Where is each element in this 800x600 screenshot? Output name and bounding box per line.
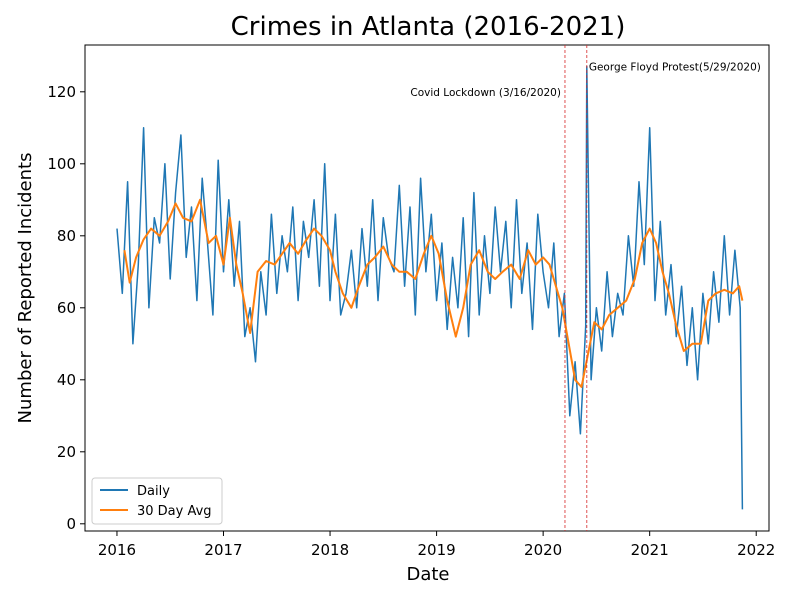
x-tick-label: 2020 xyxy=(524,541,562,559)
y-tick-label: 60 xyxy=(57,299,76,317)
annotations: Covid Lockdown (3/16/2020) George Floyd P… xyxy=(410,45,761,531)
legend-label-daily: Daily xyxy=(137,484,170,499)
y-tick-label: 40 xyxy=(57,371,76,389)
chart-title: Crimes in Atlanta (2016-2021) xyxy=(231,12,626,42)
legend-label-avg: 30 Day Avg xyxy=(137,504,212,519)
plot-frame xyxy=(84,44,770,532)
x-tick-label: 2021 xyxy=(631,541,669,559)
plot-area xyxy=(116,65,744,510)
y-tick-label: 100 xyxy=(47,155,76,173)
y-tick-label: 120 xyxy=(47,83,76,101)
x-tick-label: 2016 xyxy=(98,541,136,559)
annotation-label: Covid Lockdown (3/16/2020) xyxy=(410,87,561,99)
x-tick-label: 2017 xyxy=(204,541,242,559)
legend: Daily 30 Day Avg xyxy=(91,477,223,525)
x-axis-ticks: 2016 2017 2018 2019 2020 2021 2022 xyxy=(98,531,775,559)
series-line-30-day-avg xyxy=(123,198,744,388)
x-tick-label: 2018 xyxy=(311,541,349,559)
y-tick-label: 20 xyxy=(57,443,76,461)
y-axis-ticks: 0 20 40 60 80 100 120 xyxy=(47,83,85,533)
series-line-daily xyxy=(116,65,744,510)
y-axis-label: Number of Reported Incidents xyxy=(15,153,36,424)
y-tick-label: 80 xyxy=(57,227,76,245)
y-tick-label: 0 xyxy=(66,515,76,533)
annotation-label: George Floyd Protest(5/29/2020) xyxy=(589,62,761,74)
x-tick-label: 2019 xyxy=(417,541,455,559)
x-axis-label: Date xyxy=(406,564,449,585)
x-tick-label: 2022 xyxy=(737,541,775,559)
